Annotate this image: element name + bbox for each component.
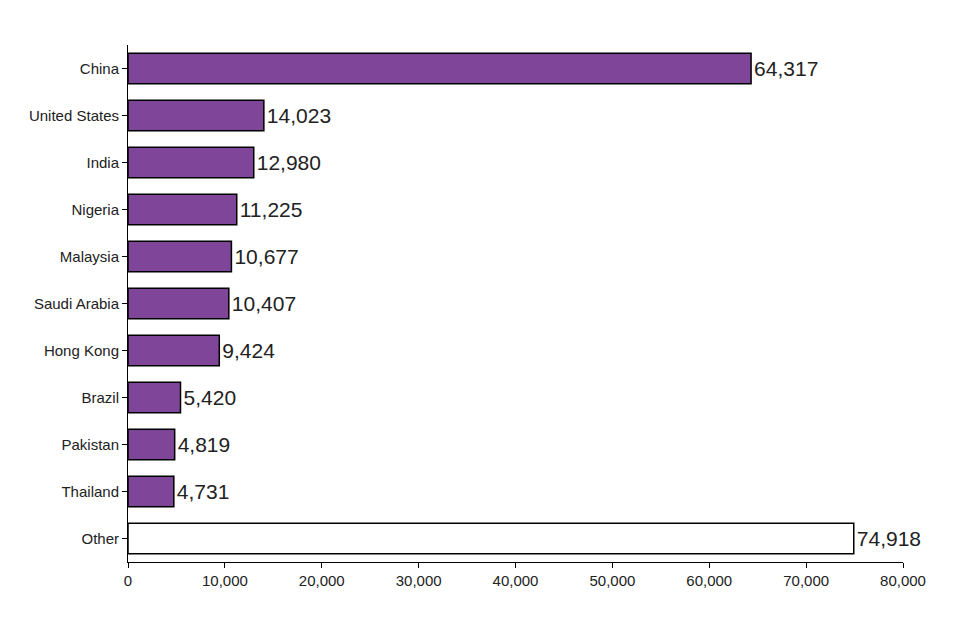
- svg-text:10,000: 10,000: [202, 572, 248, 589]
- svg-text:China: China: [80, 60, 120, 77]
- svg-text:Nigeria: Nigeria: [71, 201, 119, 218]
- svg-text:Malaysia: Malaysia: [60, 248, 120, 265]
- svg-text:70,000: 70,000: [783, 572, 829, 589]
- svg-text:Pakistan: Pakistan: [61, 436, 119, 453]
- svg-text:64,317: 64,317: [754, 57, 818, 80]
- svg-text:0: 0: [124, 572, 132, 589]
- svg-text:India: India: [86, 154, 119, 171]
- svg-text:11,225: 11,225: [240, 198, 303, 221]
- svg-text:Hong Kong: Hong Kong: [44, 342, 119, 359]
- svg-text:10,407: 10,407: [232, 292, 296, 315]
- svg-text:14,023: 14,023: [267, 104, 331, 127]
- svg-text:Saudi Arabia: Saudi Arabia: [34, 295, 120, 312]
- svg-text:40,000: 40,000: [493, 572, 539, 589]
- svg-text:Thailand: Thailand: [61, 483, 119, 500]
- svg-text:74,918: 74,918: [857, 527, 921, 550]
- svg-text:30,000: 30,000: [396, 572, 442, 589]
- svg-text:50,000: 50,000: [589, 572, 635, 589]
- svg-text:12,980: 12,980: [257, 151, 321, 174]
- svg-text:4,731: 4,731: [177, 480, 230, 503]
- svg-text:20,000: 20,000: [299, 572, 345, 589]
- svg-text:60,000: 60,000: [686, 572, 732, 589]
- svg-text:10,677: 10,677: [234, 245, 298, 268]
- svg-text:9,424: 9,424: [222, 339, 275, 362]
- svg-text:4,819: 4,819: [178, 433, 231, 456]
- svg-text:Other: Other: [81, 530, 119, 547]
- svg-text:5,420: 5,420: [184, 386, 237, 409]
- svg-text:80,000: 80,000: [880, 572, 926, 589]
- svg-text:Brazil: Brazil: [81, 389, 119, 406]
- svg-text:United States: United States: [29, 107, 119, 124]
